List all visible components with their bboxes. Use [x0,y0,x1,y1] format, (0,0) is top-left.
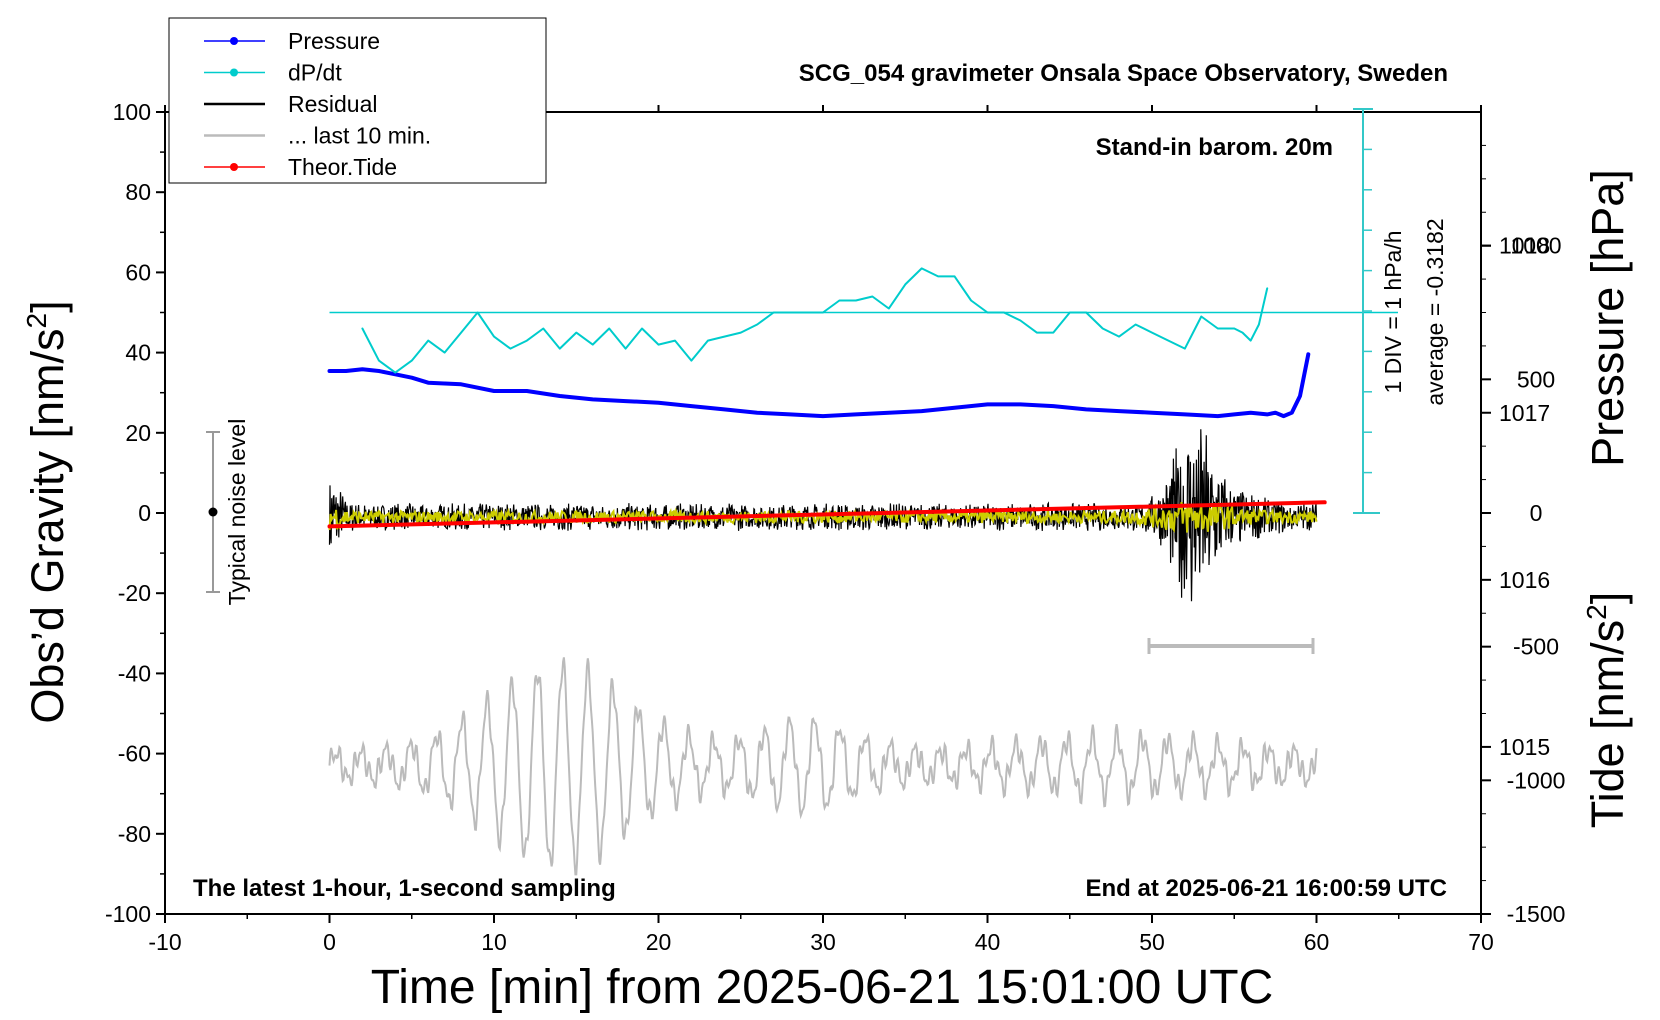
x-tick-label: 10 [481,929,507,955]
x-tick-label: 70 [1468,929,1494,955]
legend-dp-dt-marker [230,68,238,77]
y-left-tick-label: 0 [138,500,151,526]
div-note: 1 DIV = 1 hPa/h [1380,230,1406,393]
legend-pressure-label: Pressure [288,28,380,54]
average-note: average = -0.3182 [1422,218,1448,405]
dpdt-scale-bar [1353,108,1380,514]
tide-tick-label: 0 [1530,500,1543,526]
legend-dp-dt-label: dP/dt [288,60,342,86]
legend-box [168,17,547,184]
y-axis-pressure-title: Pressure [hPa] [1582,169,1633,467]
y-left-tick-label: 80 [125,179,151,205]
y-left-tick-label: 40 [125,340,151,366]
legend-theor-tide-label: Theor.Tide [288,154,397,180]
legend: Pressure dP/dt Residual ... last 10 min. The… [168,17,547,184]
noise-label: Typical noise level [224,419,250,606]
pressure-tick-label: 1017 [1499,400,1550,426]
y-axis-left-title: Obs’d Gravity [nm/s2] [21,300,73,723]
x-tick-label: 50 [1139,929,1165,955]
typical-noise-marker [206,431,220,593]
tide-tick-label: 500 [1517,366,1555,392]
y-left-tick-label: 100 [113,99,151,125]
tide-tick-label: -500 [1513,634,1559,660]
x-tick-label: -10 [148,929,181,955]
series-layer [327,267,1398,876]
tide-tick-label: -1000 [1507,767,1566,793]
x-tick-label: 20 [646,929,672,955]
y-left-tick-label: -40 [118,660,151,686]
legend-residual-label: Residual [288,91,378,117]
ticks-layer: -10 0 10 20 30 40 50 60 70100806040200-20-40-60-… [105,99,1565,955]
end-at-note: End at 2025-06-21 16:00:59 UTC [1086,875,1448,902]
y-left-tick-label: -100 [105,901,151,927]
pressure-tick-label: 1015 [1499,734,1550,760]
x-tick-label: 30 [810,929,836,955]
latest-note: The latest 1-hour, 1-second sampling [193,875,616,902]
x-axis-title: Time [min] from 2025-06-21 15:01:00 UTC [371,961,1274,1014]
legend-last-min-label: ... last 10 min. [288,123,431,149]
dp-dt-line [361,267,1269,374]
legend-theor-tide-marker [230,163,238,171]
y-left-tick-label: -80 [118,821,151,847]
tide-tick-label: -1500 [1507,901,1566,927]
y-left-tick-label: -20 [118,580,151,606]
pressure-line [327,352,1311,419]
stand-in-note: Stand-in barom. 20m [1096,134,1333,161]
x-tick-label: 60 [1304,929,1330,955]
last-10-min-trace [328,657,1318,876]
x-tick-label: 40 [975,929,1001,955]
theor-tide-line [327,500,1327,529]
y-left-tick-label: -60 [118,741,151,767]
y-left-tick-label: 20 [125,420,151,446]
chart-title: SCG_054 gravimeter Onsala Space Observat… [799,60,1448,87]
tide-tick-label: 1000 [1510,233,1561,259]
x-tick-label: 0 [323,929,336,955]
y-axis-tide-title: Tide [nm/s2] [1581,592,1633,828]
pressure-tick-label: 1016 [1499,567,1550,593]
last-10-min-bracket [1147,638,1315,654]
y-left-tick-label: 60 [125,259,151,285]
pressure-tick-label: 1018 [1499,233,1550,259]
legend-pressure-marker [230,37,238,45]
